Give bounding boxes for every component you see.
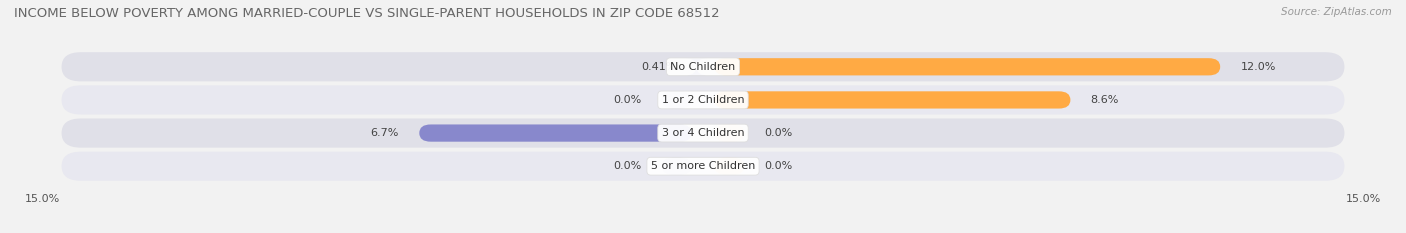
FancyBboxPatch shape [662, 158, 692, 175]
Text: 0.0%: 0.0% [613, 161, 641, 171]
FancyBboxPatch shape [714, 158, 744, 175]
FancyBboxPatch shape [62, 119, 1344, 148]
Text: 0.41%: 0.41% [641, 62, 676, 72]
FancyBboxPatch shape [62, 85, 1344, 114]
Text: INCOME BELOW POVERTY AMONG MARRIED-COUPLE VS SINGLE-PARENT HOUSEHOLDS IN ZIP COD: INCOME BELOW POVERTY AMONG MARRIED-COUPL… [14, 7, 720, 20]
FancyBboxPatch shape [419, 124, 692, 142]
FancyBboxPatch shape [685, 58, 707, 75]
Text: 8.6%: 8.6% [1091, 95, 1119, 105]
Text: 0.0%: 0.0% [613, 95, 641, 105]
Text: 5 or more Children: 5 or more Children [651, 161, 755, 171]
Text: 0.0%: 0.0% [765, 128, 793, 138]
Text: 6.7%: 6.7% [371, 128, 399, 138]
FancyBboxPatch shape [662, 91, 692, 109]
FancyBboxPatch shape [714, 58, 1220, 75]
Text: No Children: No Children [671, 62, 735, 72]
FancyBboxPatch shape [714, 124, 744, 142]
Text: 1 or 2 Children: 1 or 2 Children [662, 95, 744, 105]
Text: 3 or 4 Children: 3 or 4 Children [662, 128, 744, 138]
FancyBboxPatch shape [714, 91, 1070, 109]
Text: 0.0%: 0.0% [765, 161, 793, 171]
Text: Source: ZipAtlas.com: Source: ZipAtlas.com [1281, 7, 1392, 17]
FancyBboxPatch shape [62, 52, 1344, 81]
FancyBboxPatch shape [62, 152, 1344, 181]
Text: 12.0%: 12.0% [1240, 62, 1275, 72]
